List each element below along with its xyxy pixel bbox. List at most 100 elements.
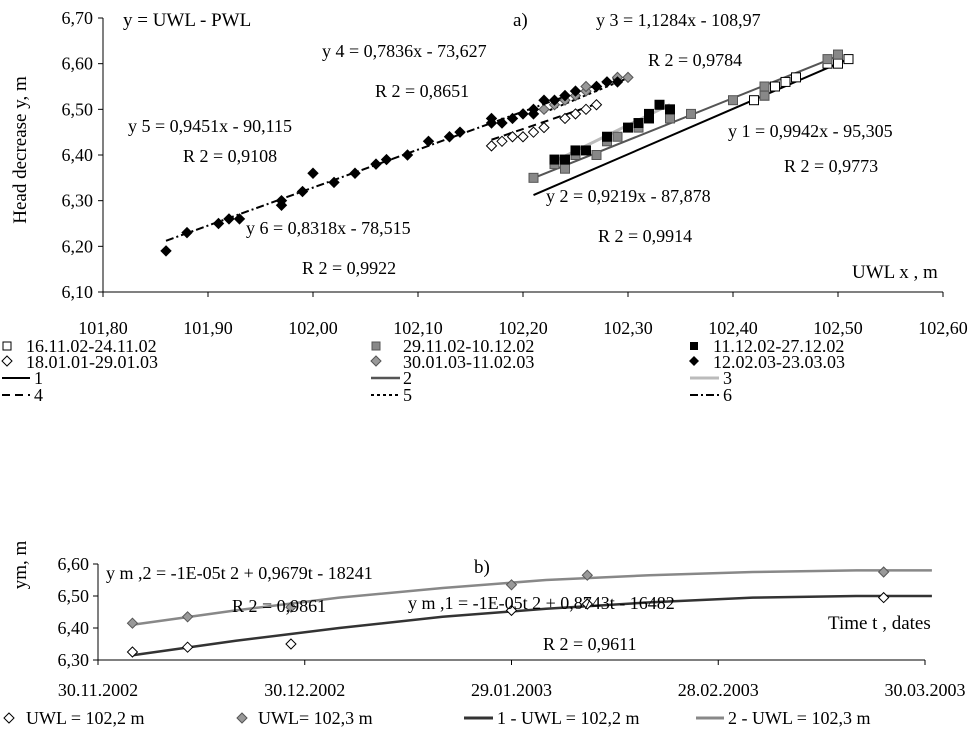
data-point — [380, 153, 393, 166]
legend-a-line-1: 1 — [2, 368, 43, 388]
chart-a-x-tick-label: 102,20 — [498, 318, 548, 338]
data-point — [212, 217, 225, 230]
data-point — [181, 641, 194, 653]
chart-a-points — [160, 49, 854, 257]
data-point — [602, 131, 612, 142]
chart-b-x-tick-label: 30.03.2003 — [885, 680, 966, 700]
eq-ym1: y m ,1 = -1E-05t 2 + 0,8743t - 16482 — [408, 593, 675, 613]
legend-a-label: 1 — [34, 368, 43, 388]
data-point — [633, 118, 644, 129]
chart-a-formula: y = UWL - PWL — [123, 10, 251, 31]
legend-a-item-2: 29.11.02-10.12.02 — [371, 336, 534, 356]
legend-b-marker-diamond-grey — [236, 712, 248, 724]
legend-b-label: UWL= 102,3 m — [258, 708, 373, 728]
r2-y2: R 2 = 0,9914 — [598, 226, 692, 246]
data-point — [181, 611, 194, 623]
chart-b-y-tick-label: 6,30 — [58, 650, 90, 670]
r2-y5: R 2 = 0,9108 — [183, 146, 277, 166]
chart-b-ylabel: ym, m — [10, 541, 31, 590]
chart-a-y-tick-label: 6,20 — [62, 236, 94, 256]
legend-b-label: 2 - UWL = 102,3 m — [728, 708, 870, 728]
data-point — [233, 213, 246, 225]
data-point — [843, 54, 854, 65]
data-point — [749, 95, 759, 106]
data-point — [223, 213, 235, 225]
legend-a-label: 12.02.03-23.03.03 — [713, 352, 845, 372]
chart-a-y-tick-label: 6,70 — [62, 8, 94, 28]
data-point — [506, 112, 519, 125]
data-point — [581, 145, 591, 156]
chart-b-points — [126, 566, 890, 658]
legend-b-label: 1 - UWL = 102,2 m — [497, 708, 639, 728]
chart-a-y-tick-label: 6,30 — [62, 191, 94, 211]
chart-a-panel-label: a) — [513, 10, 528, 31]
data-point — [443, 131, 456, 143]
chart-b-y-tick-label: 6,60 — [58, 554, 90, 574]
r2-ym2: R 2 = 0,9861 — [232, 596, 326, 616]
data-point — [623, 122, 633, 133]
eq-y2: y 2 = 0,9219x - 87,878 — [546, 186, 711, 206]
data-point — [581, 598, 594, 610]
eq-y4: y 4 = 0,7836x - 73,627 — [322, 41, 487, 61]
legend-a-marker-square-open — [2, 341, 12, 351]
data-point — [285, 601, 297, 613]
data-point — [485, 140, 498, 152]
legend-a-line-5: 5 — [371, 385, 412, 405]
legend-a-item-5: 30.01.03-11.02.03 — [370, 352, 534, 372]
legend-a-line-6: 6 — [690, 385, 732, 405]
data-point — [349, 167, 361, 179]
data-point — [877, 591, 890, 604]
chart-a-y-tick-label: 6,40 — [62, 145, 94, 165]
data-point — [560, 163, 570, 174]
legend-b-item-4: 2 - UWL = 102,3 m — [696, 708, 870, 728]
legend-a-label: 30.01.03-11.02.03 — [403, 352, 534, 372]
legend-a-marker-square-black — [690, 342, 698, 350]
data-point — [528, 172, 539, 183]
chart-b-x-tick-label: 30.12.2002 — [264, 680, 345, 700]
legend-b-item-3: 1 - UWL = 102,2 m — [464, 708, 639, 728]
legend-a-line-2: 2 — [371, 368, 412, 388]
chart-a-y-tick-label: 6,10 — [62, 282, 94, 302]
legend-a-item-6: 12.02.03-23.03.03 — [689, 352, 845, 372]
chart-a-x-tick-label: 102,60 — [918, 318, 968, 338]
chart-a-legend: 16.11.02-24.11.02 29.11.02-10.12.02 11.1… — [1, 336, 845, 405]
chart-b-curves — [132, 569, 932, 657]
chart-a-xlabel: UWL x , m — [852, 262, 938, 283]
chart-a-x-tick-label: 102,50 — [813, 318, 863, 338]
data-point — [665, 113, 675, 124]
data-point — [126, 617, 139, 629]
data-point — [770, 81, 780, 92]
data-point — [517, 131, 529, 143]
chart-a-y-tick-label: 6,60 — [62, 54, 94, 74]
legend-a-marker-diamond-open — [1, 355, 13, 367]
legend-a-marker-diamond-black — [689, 356, 699, 366]
data-point — [527, 126, 540, 138]
data-point — [496, 117, 508, 129]
chart-b-legend: UWL = 102,2 m UWL= 102,3 m 1 - UWL = 102… — [3, 708, 870, 728]
data-point — [307, 167, 319, 179]
data-point — [160, 245, 172, 257]
data-point — [181, 226, 193, 239]
data-point — [559, 112, 571, 125]
data-point — [328, 176, 340, 189]
legend-a-label: 4 — [34, 385, 43, 405]
legend-a-marker-square-grey — [371, 341, 381, 351]
legend-a-line-3: 3 — [690, 368, 732, 388]
data-point — [654, 99, 665, 110]
r2-y3: R 2 = 0,9784 — [648, 50, 742, 70]
r2-ym1: R 2 = 0,9611 — [543, 634, 637, 654]
chart-b-panel-label: b) — [474, 557, 490, 578]
data-point — [401, 149, 414, 161]
legend-a-marker-diamond-grey — [370, 355, 382, 367]
data-point — [517, 108, 529, 120]
data-point — [611, 76, 624, 88]
data-point — [506, 131, 519, 143]
data-point — [370, 158, 382, 170]
chart-a-x-tick-label: 101,80 — [78, 318, 128, 338]
legend-a-label: 29.11.02-10.12.02 — [403, 336, 534, 356]
chart-b-xlabel: Time t , dates — [828, 613, 931, 634]
data-point — [580, 103, 592, 116]
data-point — [126, 646, 139, 658]
data-point — [590, 99, 603, 111]
chart-b-axes: 6,30 6,40 6,50 6,60 30.11.2002 30.12.2002 29.0… — [58, 554, 966, 700]
